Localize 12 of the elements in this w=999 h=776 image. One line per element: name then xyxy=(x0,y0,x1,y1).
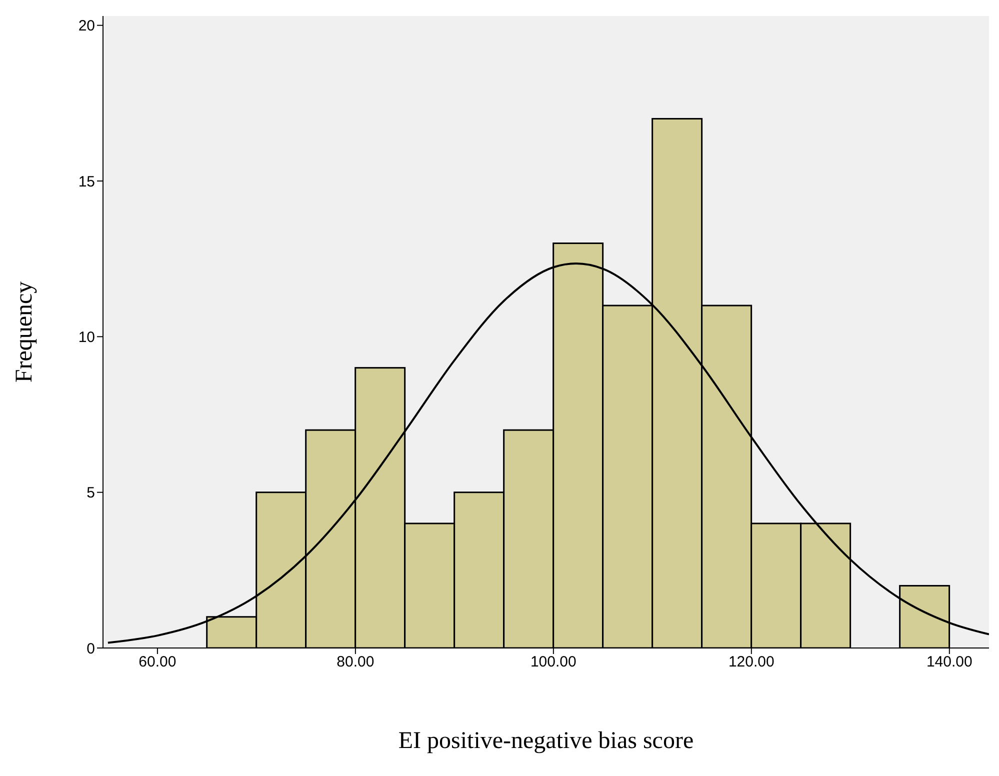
y-tick-label: 15 xyxy=(78,173,95,190)
x-tick-label: 100.00 xyxy=(530,654,576,671)
y-axis-title: Frequency xyxy=(12,281,38,383)
x-tick-label: 60.00 xyxy=(138,654,176,671)
y-tick-label: 20 xyxy=(78,18,95,35)
x-tick-label: 120.00 xyxy=(728,654,774,671)
x-tick-label: 80.00 xyxy=(336,654,374,671)
x-tick-label: 140.00 xyxy=(926,654,972,671)
y-tick-label: 5 xyxy=(86,484,95,502)
y-tick-label: 10 xyxy=(78,328,95,346)
y-tick-label: 0 xyxy=(86,640,95,658)
x-axis-title: EI positive-negative bias score xyxy=(398,728,694,754)
